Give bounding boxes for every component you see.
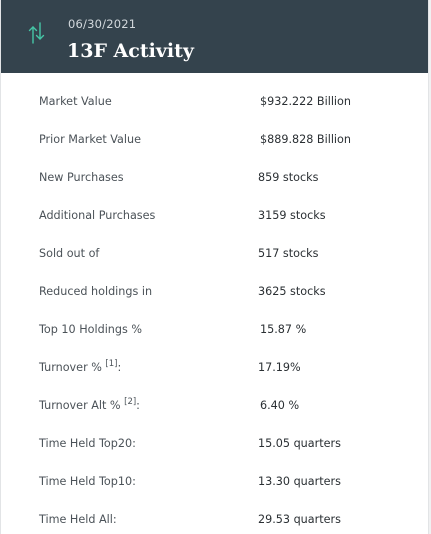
row-value: 517 stocks	[258, 247, 319, 260]
row-label: Reduced holdings in	[39, 285, 153, 298]
row-label: Top 10 Holdings %	[39, 323, 143, 336]
row-time-held-all: Time Held All: 29.53 quarters	[1, 502, 428, 534]
row-label: Turnover % [1]:	[39, 359, 122, 374]
row-time-held-top20: Time Held Top20: 15.05 quarters	[1, 426, 428, 464]
row-label: Time Held All:	[39, 513, 117, 526]
card-title: 13F Activity	[67, 40, 194, 62]
row-additional-purchases: Additional Purchases 3159 stocks	[1, 198, 428, 236]
row-value: 17.19%	[258, 361, 301, 374]
row-turnover: Turnover % [1]: 17.19%	[1, 350, 428, 388]
card-header: 06/30/2021 13F Activity	[1, 0, 428, 73]
row-top10-holdings: Top 10 Holdings % 15.87 %	[1, 312, 428, 350]
row-label: Prior Market Value	[39, 133, 141, 146]
row-value: 3625 stocks	[258, 285, 326, 298]
row-label: Sold out of	[39, 247, 100, 260]
report-date: 06/30/2021	[68, 17, 137, 31]
row-time-held-top10: Time Held Top10: 13.30 quarters	[1, 464, 428, 502]
row-value: 859 stocks	[258, 171, 319, 184]
row-value: 6.40 %	[260, 399, 300, 412]
row-value: 15.05 quarters	[258, 437, 341, 450]
row-turnover-alt: Turnover Alt % [2]: 6.40 %	[1, 388, 428, 426]
row-value: 15.87 %	[260, 323, 307, 336]
row-reduced-holdings: Reduced holdings in 3625 stocks	[1, 274, 428, 312]
row-value: 13.30 quarters	[258, 475, 341, 488]
row-label: Turnover Alt % [2]:	[39, 397, 140, 412]
row-value: 29.53 quarters	[258, 513, 341, 526]
row-sold-out-of: Sold out of 517 stocks	[1, 236, 428, 274]
footnote-ref[interactable]: [2]	[124, 397, 137, 407]
activity-rows: Market Value $932.222 Billion Prior Mark…	[1, 84, 428, 534]
row-prior-market-value: Prior Market Value $889.828 Billion	[1, 122, 428, 160]
row-new-purchases: New Purchases 859 stocks	[1, 160, 428, 198]
row-label: Market Value	[39, 95, 112, 108]
row-label: Time Held Top10:	[39, 475, 136, 488]
up-down-arrows-icon	[28, 22, 45, 44]
row-label: Time Held Top20:	[39, 437, 136, 450]
row-value: 3159 stocks	[258, 209, 326, 222]
row-market-value: Market Value $932.222 Billion	[1, 84, 428, 122]
footnote-ref[interactable]: [1]	[105, 359, 118, 369]
row-value: $889.828 Billion	[260, 133, 351, 146]
row-label: Additional Purchases	[39, 209, 156, 222]
row-value: $932.222 Billion	[260, 95, 351, 108]
row-label: New Purchases	[39, 171, 124, 184]
